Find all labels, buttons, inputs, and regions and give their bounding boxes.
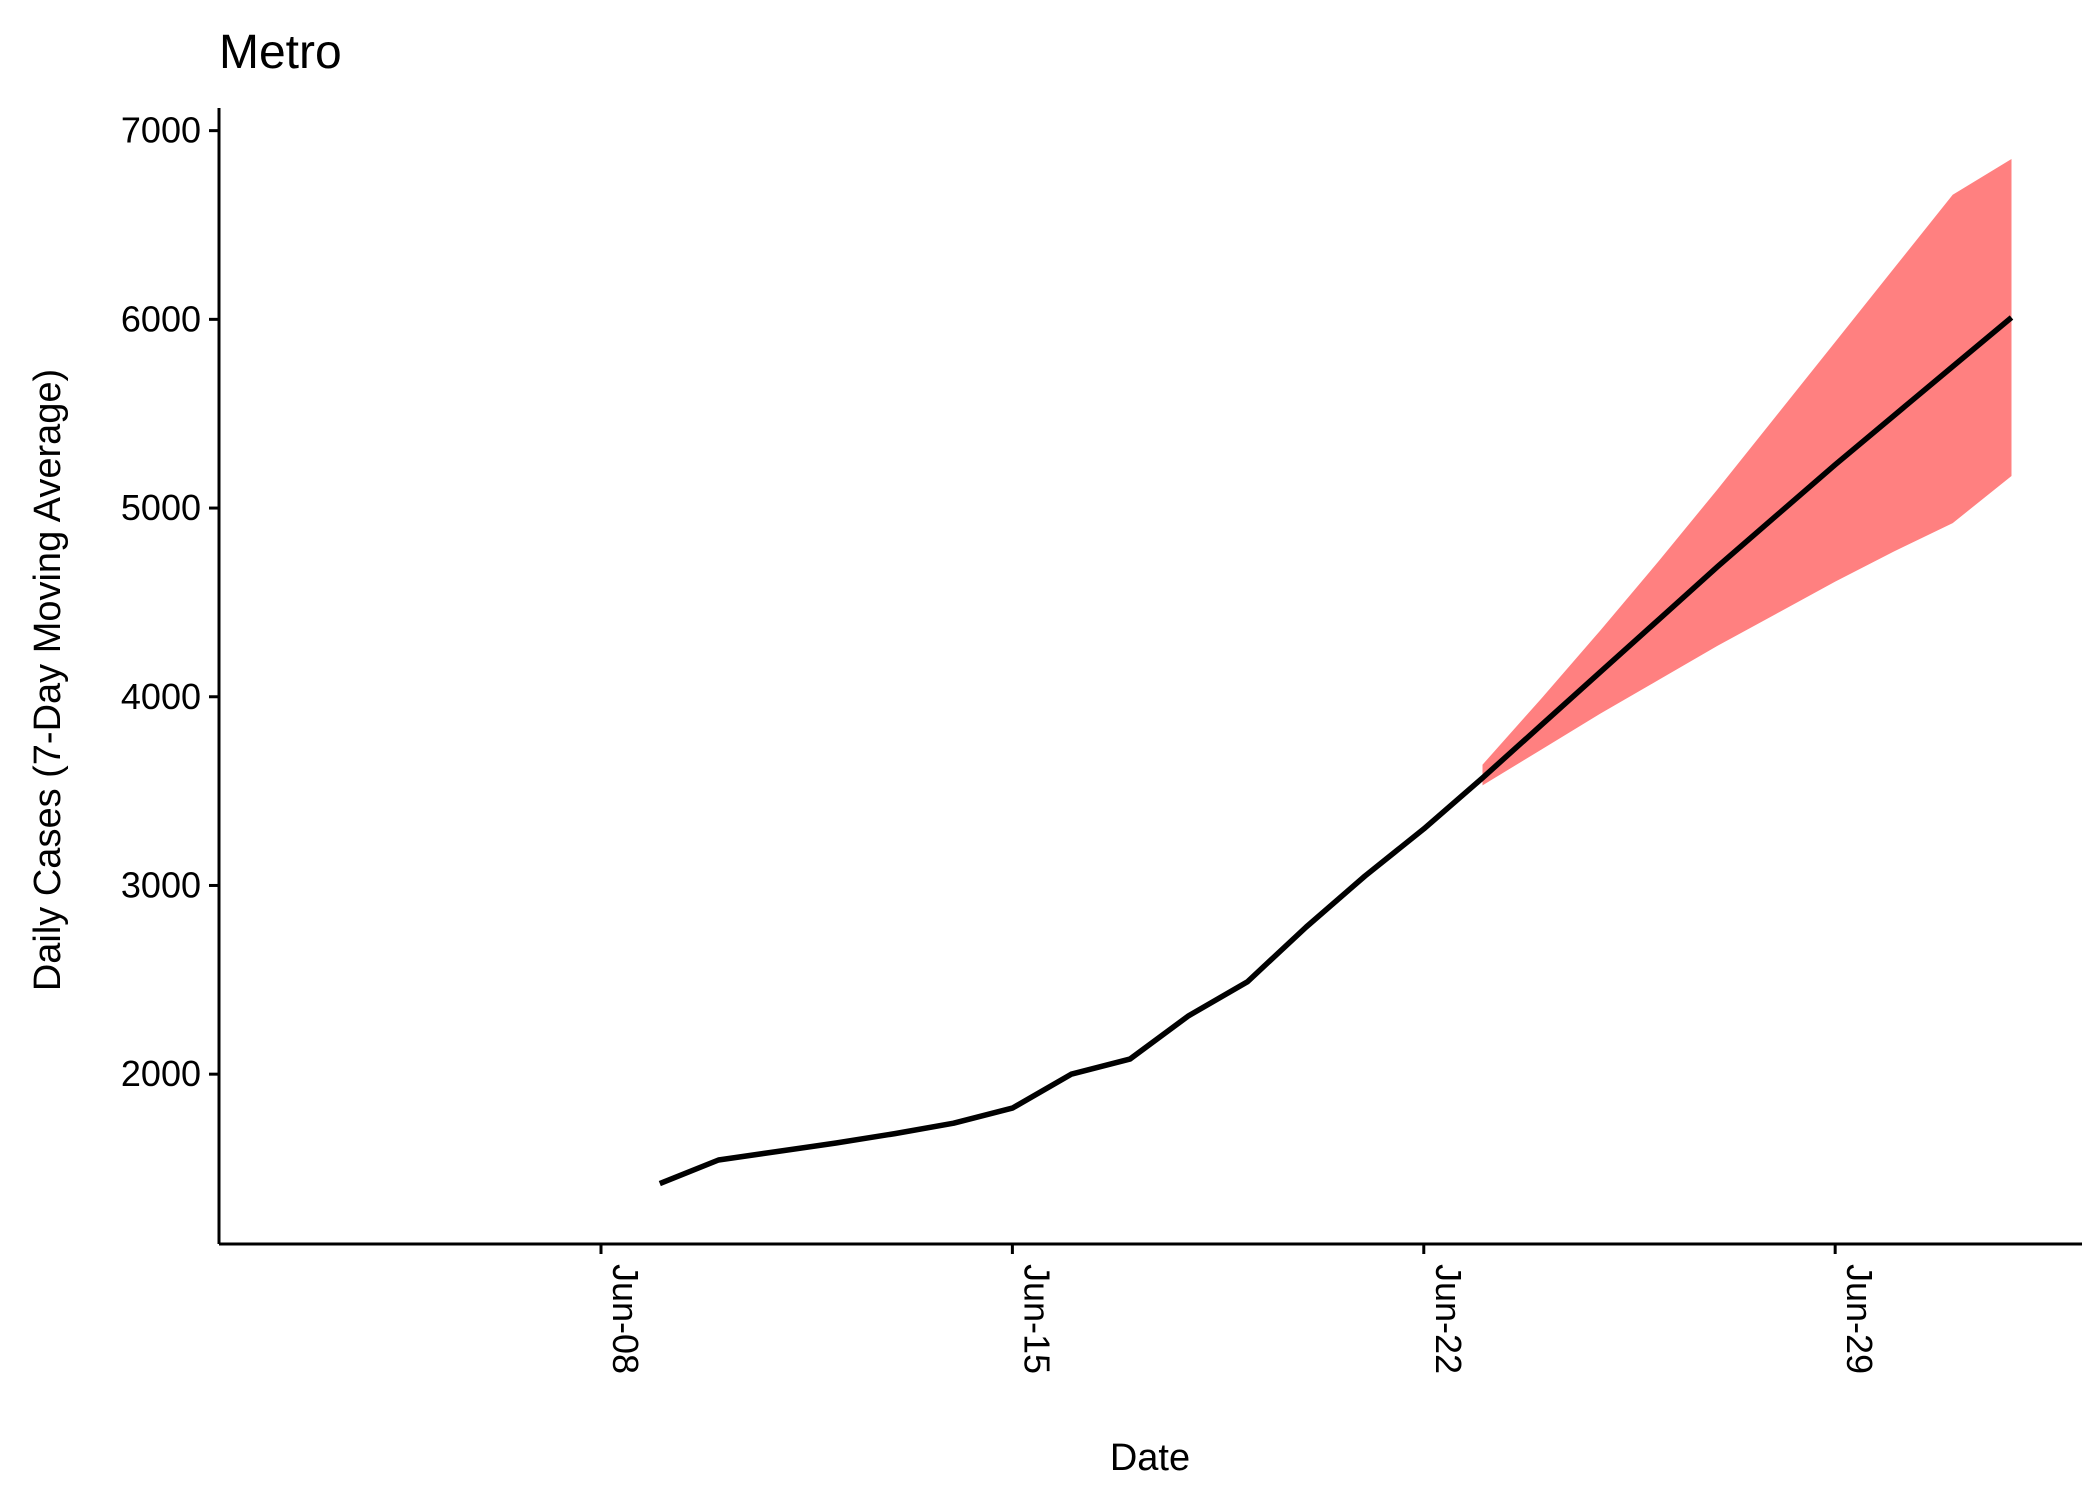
y-axis-title: Daily Cases (7-Day Moving Average) <box>27 369 69 991</box>
x-tick-label: Jun-22 <box>1428 1264 1469 1374</box>
forecast-ribbon <box>1482 159 2012 786</box>
y-tick-label: 7000 <box>121 110 201 151</box>
y-tick-label: 5000 <box>121 487 201 528</box>
x-tick-label: Jun-08 <box>605 1264 646 1374</box>
y-tick-label: 4000 <box>121 676 201 717</box>
x-tick-label: Jun-15 <box>1016 1264 1057 1374</box>
series-line-0 <box>658 315 2014 1187</box>
y-tick-label: 6000 <box>121 298 201 339</box>
x-tick-label: Jun-29 <box>1839 1264 1880 1374</box>
y-tick-label: 2000 <box>121 1053 201 1094</box>
x-axis-title: Date <box>1110 1437 1190 1479</box>
plot-area <box>658 159 2014 1187</box>
y-tick-label: 3000 <box>121 864 201 905</box>
chart-title: Metro <box>219 26 342 79</box>
axes: 2000 3000 4000 5000 6000 7000 Jun-08 Jun-15 Jun-… <box>121 108 2082 1374</box>
